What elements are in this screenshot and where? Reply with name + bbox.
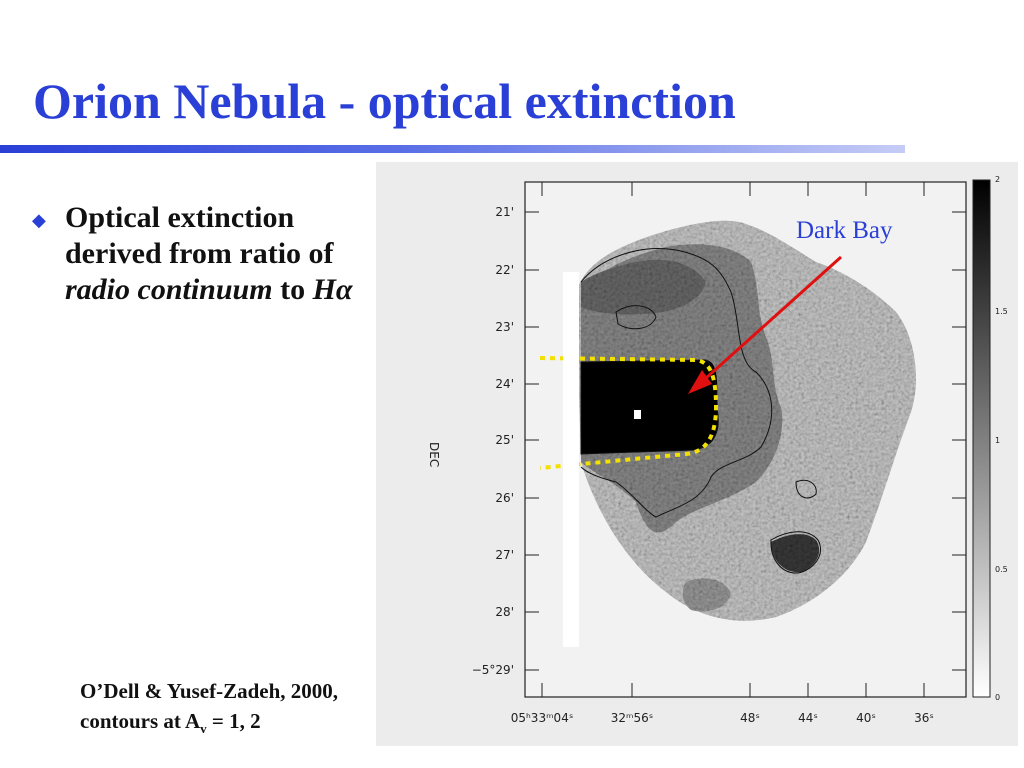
diamond-bullet-icon: ◆ (32, 210, 46, 230)
radio-continuum-text: radio continuum (65, 273, 273, 306)
annotation-arrowhead (688, 370, 712, 394)
y-tick-label: 25' (495, 433, 514, 447)
figure-caption: O’Dell & Yusef-Zadeh, 2000, contours at … (80, 676, 338, 744)
caption-contour-suffix: = 1, 2 (206, 709, 261, 733)
y-tick-label: −5°29' (472, 663, 514, 677)
colorbar-tick-label: 2 (995, 175, 1000, 184)
colorbar-tick-label: 1 (995, 436, 1000, 445)
x-tick-label: 05ʰ33ᵐ04ˢ (511, 711, 574, 725)
y-tick-label: 26' (495, 491, 514, 505)
extinction-map-figure: 21' 22' 23' 24' 25' 26' 27' 28' −5°29' D… (376, 162, 1018, 746)
x-tick-label: 44ˢ (798, 711, 818, 725)
contour-lines (580, 248, 821, 574)
bullet-text: Optical extinction derived from ratio of… (32, 200, 462, 308)
x-tick-label: 48ˢ (740, 711, 760, 725)
extinction-map-svg: 21' 22' 23' 24' 25' 26' 27' 28' −5°29' D… (427, 175, 1008, 725)
caption-subscript: v (200, 721, 207, 737)
h-alpha-text: Hα (312, 273, 353, 306)
y-axis-ticks (525, 211, 966, 671)
y-tick-label: 24' (495, 377, 514, 391)
extinction-image (576, 220, 916, 621)
caption-line-2: contours at Av = 1, 2 (80, 706, 338, 744)
dark-bay-label: Dark Bay (796, 217, 893, 244)
title-underline (0, 145, 905, 153)
annotation-arrow (694, 255, 843, 389)
colorbar-ticks: 2 1.5 1 0.5 0 (995, 175, 1008, 702)
bullet-line-1: Optical extinction (65, 201, 295, 234)
caption-line-1: O’Dell & Yusef-Zadeh, 2000, (80, 679, 339, 703)
caption-contour-prefix: contours at A (80, 709, 201, 733)
y-tick-label: 21' (495, 205, 514, 219)
slide-title: Orion Nebula - optical extinction (33, 73, 736, 129)
mask-strip (563, 272, 579, 647)
colorbar-tick-label: 0.5 (995, 565, 1008, 574)
y-tick-label: 28' (495, 605, 514, 619)
x-tick-label: 40ˢ (856, 711, 876, 725)
y-tick-label: 27' (495, 548, 514, 562)
x-tick-label: 32ᵐ56ˢ (611, 711, 654, 725)
dark-bay-outline (539, 356, 719, 470)
bullet-line-2: derived from ratio of (65, 237, 334, 270)
to-text: to (272, 273, 313, 306)
colorbar-tick-label: 0 (995, 693, 1000, 702)
bullet-line-3: radio continuum to Hα (65, 272, 462, 308)
colorbar (972, 179, 991, 698)
y-axis-title: DEC (427, 442, 441, 467)
colorbar-tick-label: 1.5 (995, 307, 1008, 316)
y-tick-label: 23' (495, 320, 514, 334)
bullet-point: ◆ Optical extinction derived from ratio … (32, 200, 462, 308)
x-axis-ticks (541, 182, 925, 697)
marker-square (634, 410, 641, 419)
y-tick-label: 22' (495, 263, 514, 277)
x-tick-label: 36ˢ (914, 711, 934, 725)
